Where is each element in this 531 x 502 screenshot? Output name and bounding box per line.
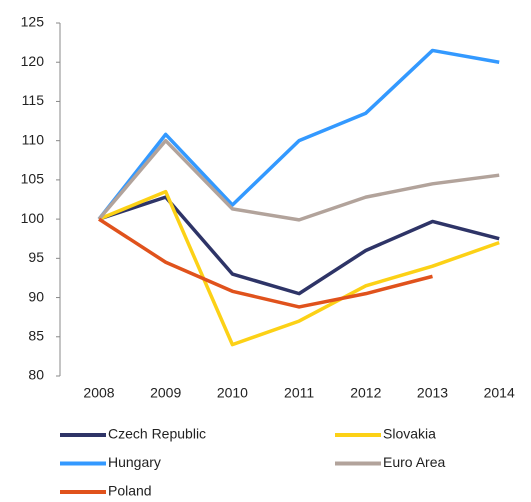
series-line	[98, 189, 500, 347]
x-tick-label: 2010	[217, 385, 248, 401]
x-tick-label: 2012	[350, 385, 381, 401]
y-tick-label: 80	[28, 367, 44, 383]
series-line	[98, 217, 433, 309]
x-tick-label: 2008	[83, 385, 114, 401]
y-tick-label: 85	[28, 327, 44, 343]
y-tick-label: 90	[28, 288, 44, 304]
x-tick-label: 2011	[284, 385, 314, 401]
legend-label: Slovakia	[383, 426, 436, 442]
legend-label: Poland	[108, 483, 152, 499]
y-tick-label: 120	[21, 53, 45, 69]
series-line	[98, 195, 500, 296]
series-line	[97, 48, 500, 221]
x-tick-label: 2013	[417, 385, 448, 401]
y-tick-label: 115	[22, 92, 45, 108]
x-tick-label: 2014	[484, 385, 515, 401]
y-tick-label: 125	[21, 14, 45, 30]
y-tick-label: 95	[28, 249, 44, 265]
series-line	[97, 138, 500, 222]
legend-label: Hungary	[108, 454, 161, 470]
x-tick-label: 2009	[150, 385, 181, 401]
y-tick-label: 110	[22, 131, 45, 147]
y-tick-label: 105	[21, 171, 45, 187]
legend-label: Euro Area	[383, 454, 445, 470]
y-tick-label: 100	[21, 210, 45, 226]
legend-label: Czech Republic	[108, 426, 206, 442]
